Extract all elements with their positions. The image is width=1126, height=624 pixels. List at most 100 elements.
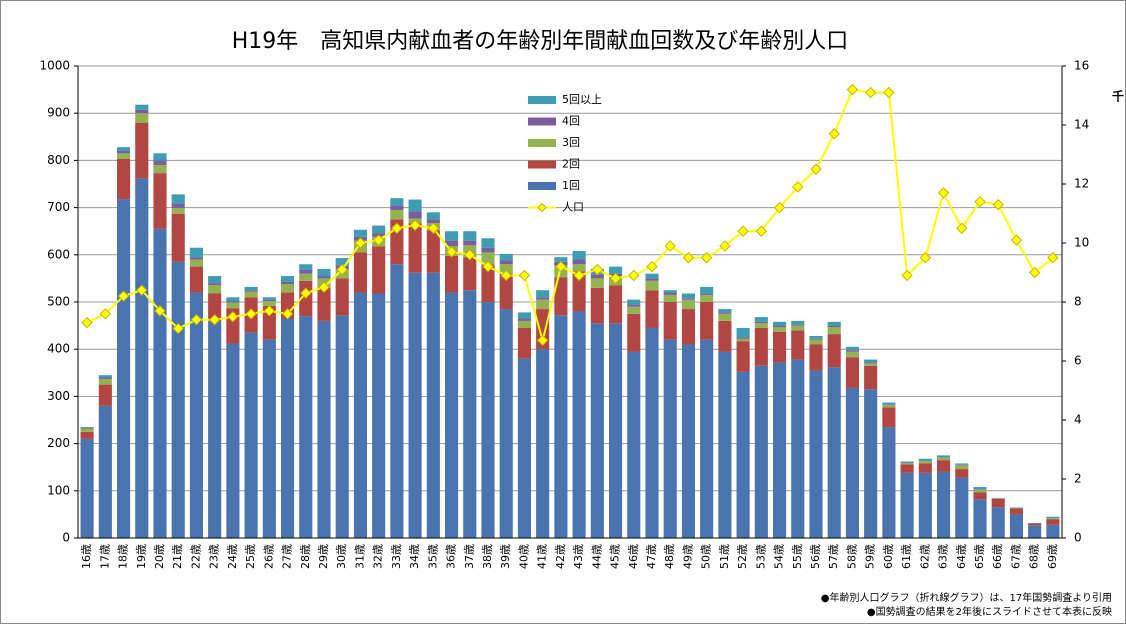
bar-segment	[390, 198, 404, 206]
line-marker	[263, 305, 276, 317]
x-tick-label: 31歳	[353, 544, 366, 569]
bar-segment	[226, 301, 240, 303]
legend-label: 4回	[562, 115, 580, 128]
y-tick-label: 200	[47, 436, 70, 450]
bar-segment	[280, 276, 295, 282]
bar-segment	[317, 287, 331, 321]
bar-segment	[736, 327, 750, 338]
bar-segment	[864, 365, 878, 390]
x-tick-label: 65歳	[973, 544, 986, 569]
bar-segment	[408, 272, 422, 538]
x-tick-label: 16歳	[80, 544, 93, 569]
line-marker	[117, 290, 130, 302]
bar-segment	[754, 327, 768, 366]
bar-segment	[499, 253, 513, 261]
bar-segment	[98, 384, 112, 406]
bar-segment	[663, 290, 677, 293]
bar-segment	[590, 274, 604, 279]
bar-segment	[827, 325, 841, 328]
bar-segment	[864, 362, 878, 364]
bar-segment	[627, 313, 641, 352]
bar-segment	[681, 298, 696, 300]
bar-segment	[135, 122, 149, 179]
line-marker	[810, 163, 822, 175]
bar-segment	[299, 273, 313, 281]
bar-segment	[864, 363, 878, 366]
y-tick-label: 800	[47, 153, 70, 167]
bar-segment	[481, 302, 495, 538]
bar-segment	[80, 438, 94, 538]
x-tick-label: 41歳	[536, 544, 549, 569]
bar-segment	[590, 287, 604, 324]
bar-segment	[189, 247, 204, 258]
bar-segment	[481, 252, 495, 265]
bar-segment	[153, 153, 167, 161]
bar-segment	[827, 367, 841, 538]
x-tick-label: 43歳	[572, 544, 585, 569]
bar-segment	[864, 389, 878, 538]
bar-segment	[408, 199, 422, 212]
bar-segment	[226, 297, 240, 302]
line-marker	[81, 316, 93, 329]
bar-segment	[791, 325, 805, 331]
bar-segment	[135, 104, 149, 110]
bar-segment	[718, 320, 732, 352]
x-tick-label: 52歳	[736, 544, 749, 569]
bar-segment	[754, 317, 768, 322]
bar-segment	[700, 339, 714, 538]
bar-segment	[135, 178, 149, 538]
x-tick-label: 33歳	[390, 544, 403, 569]
x-tick-label: 36歳	[445, 544, 458, 569]
line-marker	[391, 222, 403, 234]
bar-segment	[827, 327, 841, 335]
x-tick-label: 38歳	[481, 544, 494, 569]
bar-segment	[171, 194, 185, 204]
line-marker	[591, 263, 604, 276]
bar-segment	[463, 231, 477, 241]
line-marker	[901, 269, 913, 282]
bar-segment	[772, 325, 787, 328]
line-marker	[828, 128, 840, 140]
bar-segment	[554, 257, 568, 262]
bar-segment	[936, 471, 951, 538]
x-tick-label: 17歳	[98, 544, 111, 569]
line-marker	[1028, 266, 1041, 279]
x-tick-label: 68歳	[1028, 544, 1041, 569]
line-marker	[628, 269, 640, 282]
bar-segment	[955, 463, 969, 465]
line-marker	[172, 322, 184, 335]
line-marker	[409, 219, 421, 232]
x-tick-label: 60歳	[882, 544, 895, 569]
bar-segment	[809, 339, 823, 345]
bar-segment	[882, 407, 896, 428]
x-tick-label: 58歳	[845, 544, 858, 569]
x-tick-label: 37歳	[463, 544, 476, 569]
bar-segment	[590, 323, 604, 538]
line-marker	[1047, 252, 1059, 264]
x-tick-label: 50歳	[700, 544, 713, 569]
x-tick-label: 49歳	[681, 544, 694, 569]
bar-segment	[372, 293, 386, 538]
legend-marker	[537, 202, 547, 213]
bar-segment	[663, 339, 677, 538]
y2-tick-label: 4	[1074, 413, 1082, 427]
bar-segment	[900, 472, 914, 538]
bar-segment	[809, 344, 823, 371]
bar-segment	[700, 293, 714, 295]
line-marker	[682, 252, 695, 264]
bar-segment	[80, 431, 94, 439]
legend-swatch	[528, 117, 556, 126]
bar-segment	[98, 405, 112, 538]
legend-label: 人口	[562, 201, 584, 214]
x-tick-label: 53歳	[754, 544, 767, 569]
line-marker	[864, 86, 877, 99]
bar-segment	[171, 261, 185, 538]
y2-tick-label: 0	[1074, 531, 1082, 545]
x-tick-label: 56歳	[809, 544, 822, 569]
x-tick-label: 35歳	[426, 544, 439, 569]
bar-segment	[317, 268, 331, 277]
x-tick-label: 44歳	[590, 544, 603, 569]
bar-segment	[845, 346, 860, 351]
x-tick-label: 66歳	[991, 544, 1004, 569]
bar-segment	[754, 321, 768, 324]
